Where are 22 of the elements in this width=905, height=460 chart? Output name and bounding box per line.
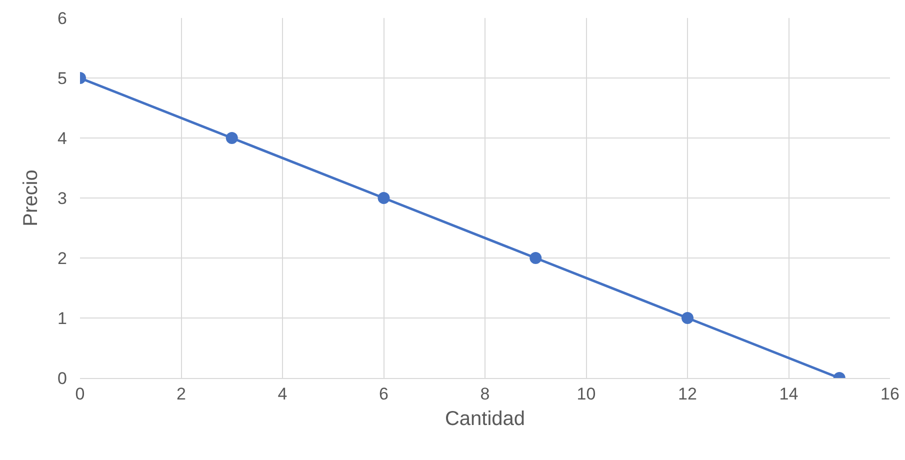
y-tick-label: 4 xyxy=(58,128,67,148)
y-axis-title: Precio xyxy=(20,170,42,226)
x-tick-label: 16 xyxy=(880,384,900,404)
y-tick-label: 1 xyxy=(58,308,67,328)
x-tick-label: 2 xyxy=(176,384,186,404)
y-tick-label: 5 xyxy=(58,68,67,88)
x-tick-label: 0 xyxy=(75,384,85,404)
x-tick-label: 8 xyxy=(480,384,490,404)
point xyxy=(682,312,694,324)
point xyxy=(378,192,390,204)
x-tick-label: 14 xyxy=(779,384,798,404)
y-tick-label: 6 xyxy=(58,8,67,28)
y-tick-label: 0 xyxy=(58,368,67,388)
x-tick-label: 6 xyxy=(379,384,388,404)
y-tick-label: 3 xyxy=(58,188,67,208)
x-axis-title: Cantidad xyxy=(444,408,526,430)
x-tick-label: 12 xyxy=(678,384,697,404)
point xyxy=(530,252,542,264)
x-tick-label: 4 xyxy=(278,384,288,404)
y-tick-label: 2 xyxy=(58,248,67,268)
x-tick-label: 10 xyxy=(576,384,596,404)
point xyxy=(226,132,238,144)
